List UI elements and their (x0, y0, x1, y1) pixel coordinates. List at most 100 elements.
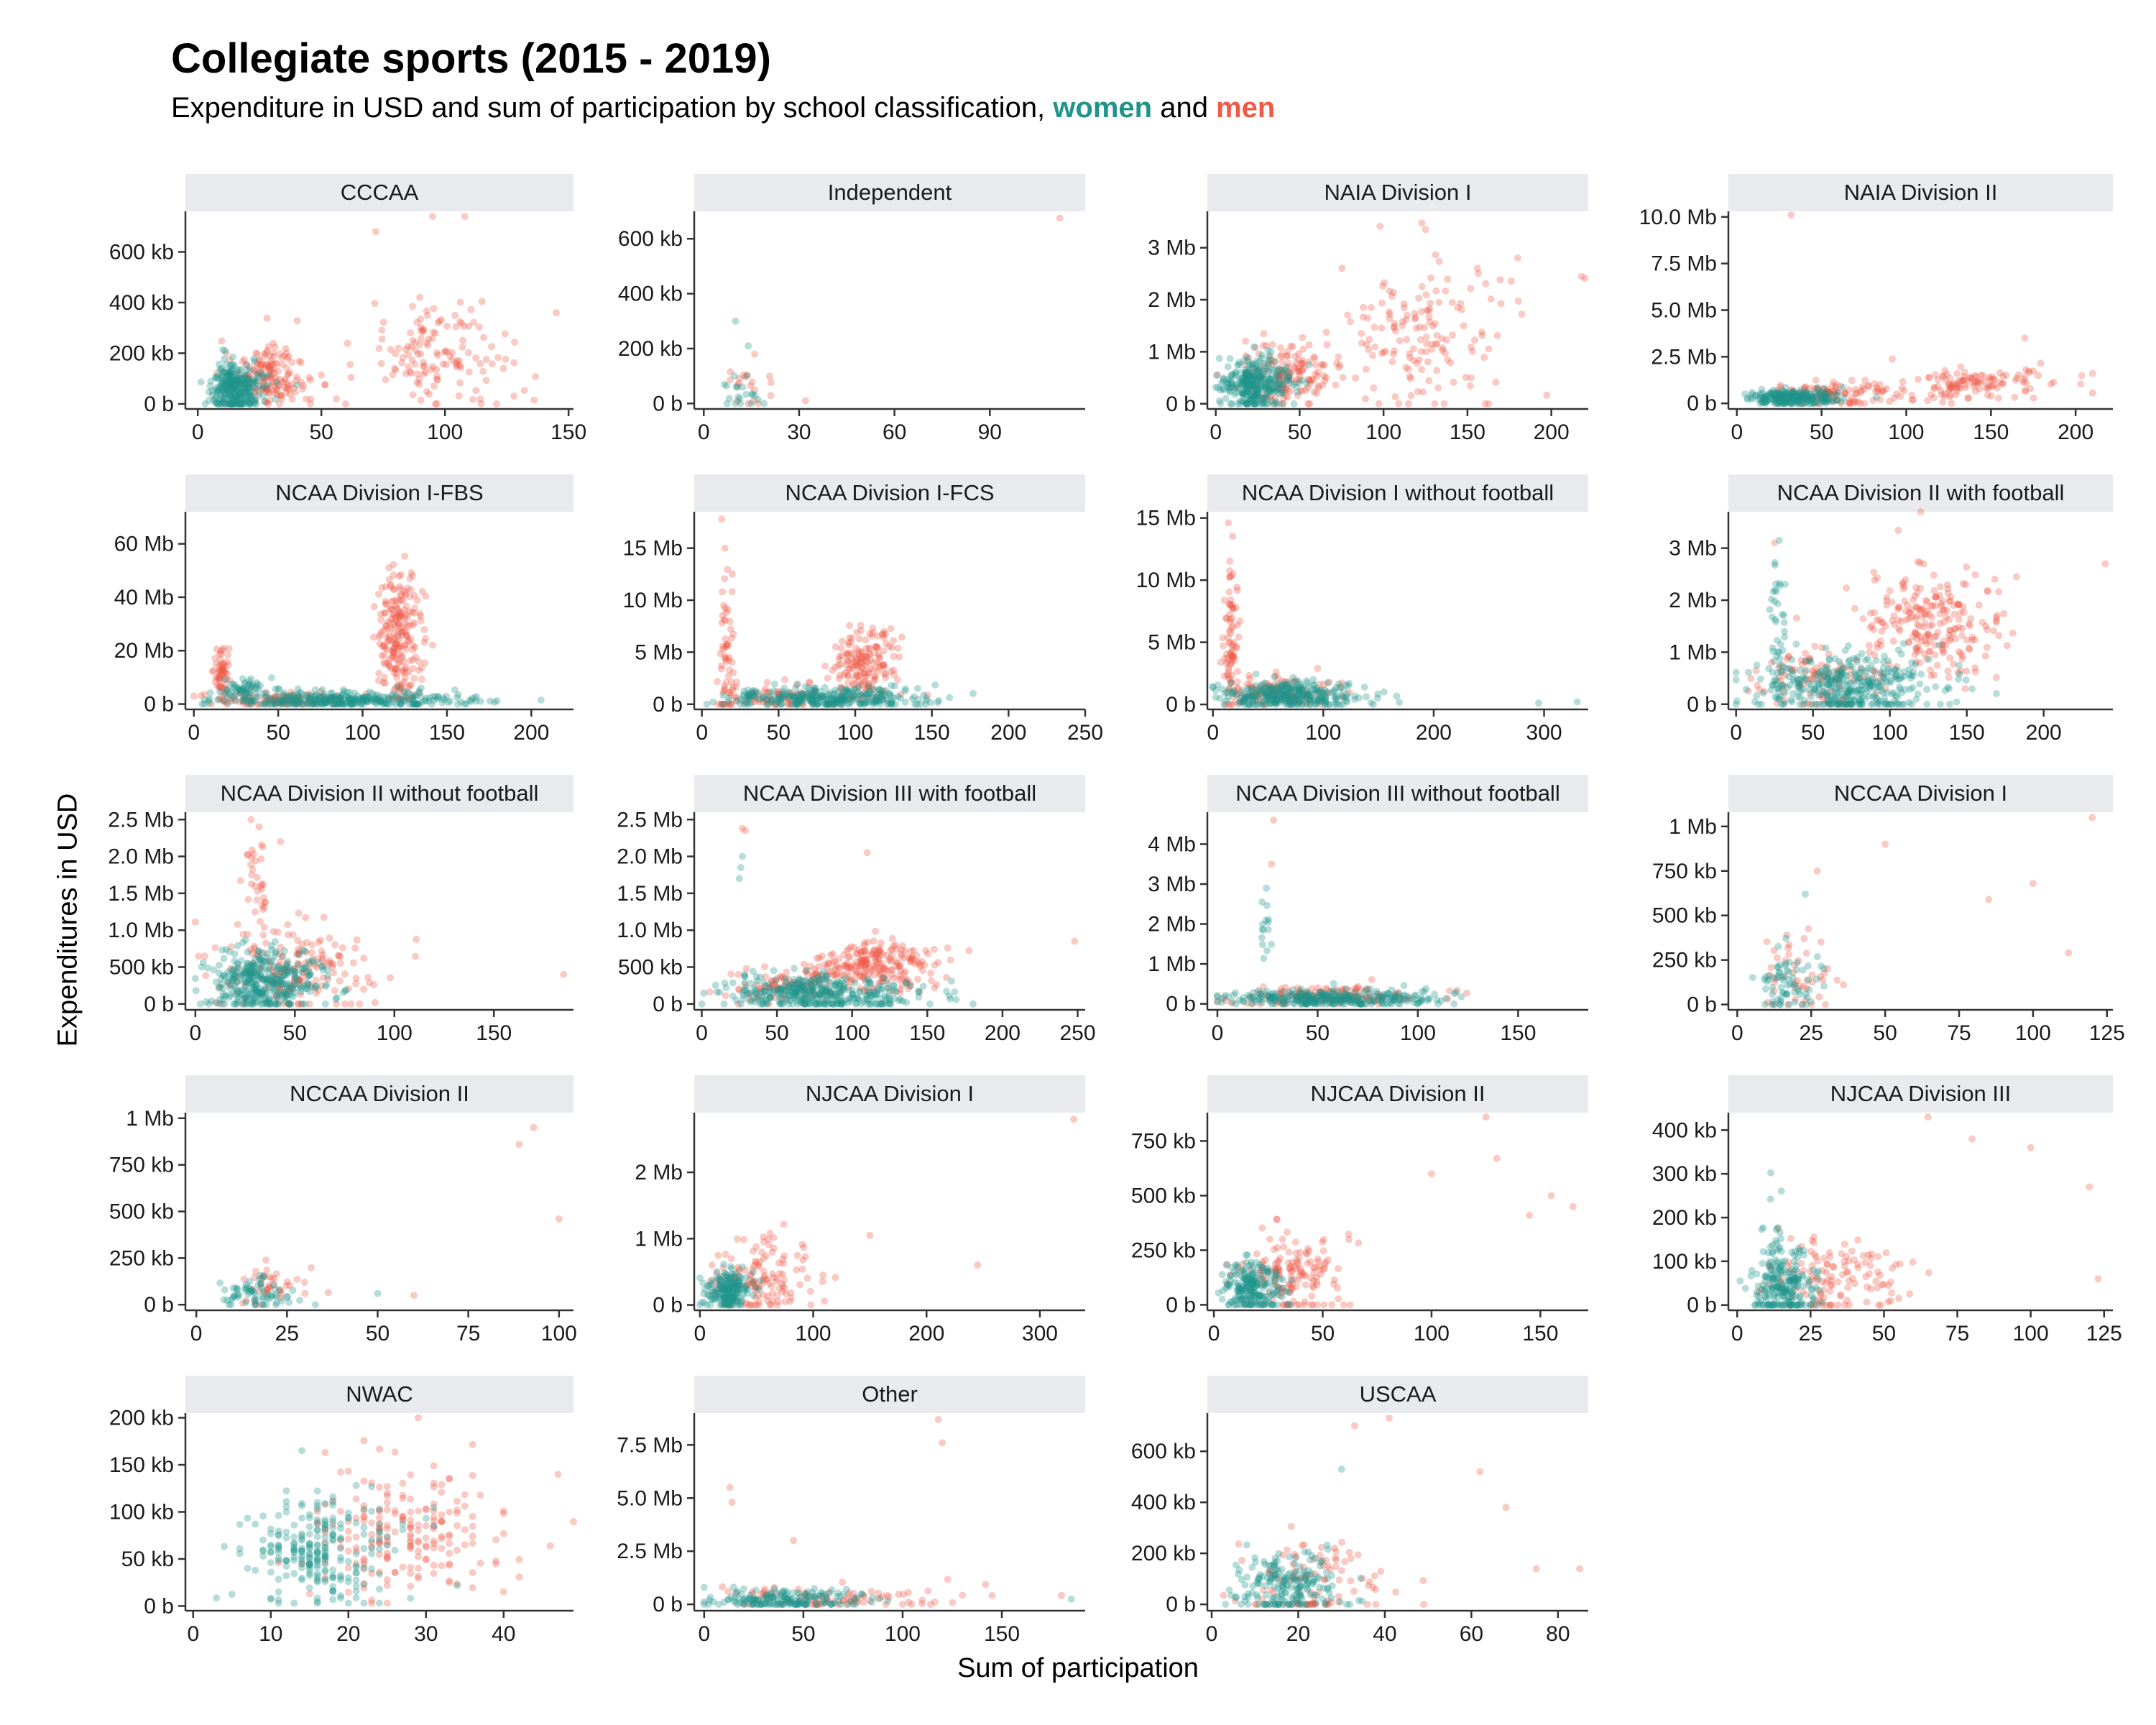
point-men (472, 387, 480, 395)
point-men (1811, 643, 1819, 650)
point-men (353, 936, 361, 944)
point-women (220, 385, 228, 392)
point-men (375, 669, 383, 677)
point-men (460, 323, 468, 330)
point-men (257, 369, 265, 377)
facet-title: NCAA Division I-FBS (275, 480, 483, 505)
point-men (265, 362, 273, 369)
point-men (420, 328, 428, 336)
point-men (407, 586, 415, 594)
point-men (874, 644, 882, 652)
point-women (1914, 690, 1922, 698)
point-women (241, 387, 249, 395)
point-women (235, 384, 243, 392)
point-men (1940, 607, 1948, 615)
point-women (1250, 400, 1258, 408)
point-men (1439, 346, 1447, 354)
point-men (259, 386, 266, 394)
point-men (499, 364, 507, 372)
point-women (231, 362, 239, 369)
point-men (1278, 351, 1286, 359)
point-women (240, 378, 248, 386)
point-women (745, 699, 752, 707)
point-men (1399, 322, 1406, 330)
point-men (411, 604, 419, 612)
point-men (1886, 587, 1894, 594)
point-women (230, 680, 238, 688)
point-men (257, 363, 265, 371)
point-women (1367, 699, 1375, 707)
point-women (1264, 379, 1272, 387)
point-men (1943, 370, 1951, 378)
point-women (1772, 693, 1779, 701)
point-men (302, 914, 310, 921)
x-tick-label: 200 (990, 721, 1026, 745)
point-women (336, 697, 344, 705)
point-men (249, 379, 257, 386)
point-men (407, 343, 415, 351)
point-men (262, 382, 270, 390)
point-men (456, 379, 464, 387)
x-tick-label: 250 (1067, 721, 1103, 745)
point-men (395, 572, 403, 580)
point-women (922, 696, 930, 704)
point-women (1856, 700, 1864, 708)
point-men (1386, 287, 1393, 295)
point-men (1955, 601, 1963, 609)
point-men (728, 588, 736, 596)
point-women (247, 379, 255, 387)
y-tick-label: 20 Mb (114, 639, 174, 663)
point-men (1945, 673, 1953, 681)
point-women (222, 400, 230, 408)
point-men (216, 668, 224, 676)
y-tick-label: 3 Mb (1148, 236, 1196, 260)
point-men (430, 305, 438, 313)
point-women (1796, 693, 1804, 701)
point-women (1807, 658, 1815, 666)
point-men (408, 356, 416, 364)
point-women (1825, 656, 1833, 664)
point-men (767, 379, 775, 387)
point-men (722, 678, 730, 686)
x-tick-label: 50 (309, 420, 333, 444)
point-women (1770, 677, 1778, 685)
point-men (352, 975, 360, 982)
point-men (259, 360, 267, 368)
point-men (285, 353, 292, 360)
point-men (252, 349, 260, 357)
point-women (250, 355, 258, 363)
point-men (273, 391, 281, 398)
point-men (530, 396, 538, 404)
point-men (267, 364, 275, 371)
point-men (283, 385, 291, 392)
y-tick-label: 10 Mb (623, 589, 683, 612)
point-men (288, 395, 296, 403)
point-women (724, 697, 732, 705)
point-men (1299, 334, 1307, 341)
point-men (1922, 632, 1930, 640)
point-men (266, 396, 274, 404)
point-women (206, 689, 214, 696)
point-women (734, 383, 741, 391)
facet-title: CCCAA (341, 180, 419, 205)
point-men (898, 633, 906, 641)
point-men (336, 960, 344, 967)
point-men (1319, 381, 1327, 389)
point-men (882, 671, 890, 678)
y-tick-label: 5 Mb (1148, 631, 1196, 655)
point-women (1252, 696, 1260, 704)
point-men (1428, 345, 1436, 353)
point-men (1485, 345, 1493, 353)
point-men (201, 952, 208, 960)
point-men (1427, 274, 1434, 282)
point-women (1733, 697, 1741, 705)
point-men (430, 382, 438, 390)
point-women (1243, 368, 1250, 376)
point-men (1364, 314, 1372, 322)
point-women (234, 397, 241, 405)
point-men (270, 389, 278, 397)
point-men (1971, 635, 1978, 643)
point-men (1260, 330, 1268, 338)
point-men (1754, 681, 1761, 689)
point-men (1386, 308, 1393, 316)
